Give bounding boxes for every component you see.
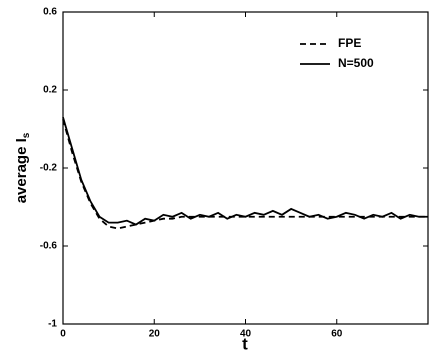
x-tick-label: 40	[240, 329, 252, 340]
y-tick-label: -0.6	[40, 241, 58, 252]
x-axis-label: t	[242, 334, 248, 353]
y-tick-label: 0.6	[43, 7, 57, 18]
y-axis-label: average Is	[13, 132, 32, 203]
y-tick-label: -1	[48, 319, 57, 330]
x-tick-label: 20	[149, 329, 161, 340]
y-axis-label-main: average I	[13, 138, 30, 203]
y-axis-label-sub: s	[21, 132, 32, 138]
legend-label: N=500	[338, 56, 374, 70]
data-line	[62, 119, 428, 230]
data-line	[62, 117, 428, 226]
y-tick-label: 0.2	[43, 85, 57, 96]
y-tick-label: -0.2	[40, 163, 58, 174]
legend-label: FPE	[338, 36, 361, 50]
x-tick-label: 60	[331, 329, 343, 340]
x-tick-label: 0	[60, 329, 66, 340]
